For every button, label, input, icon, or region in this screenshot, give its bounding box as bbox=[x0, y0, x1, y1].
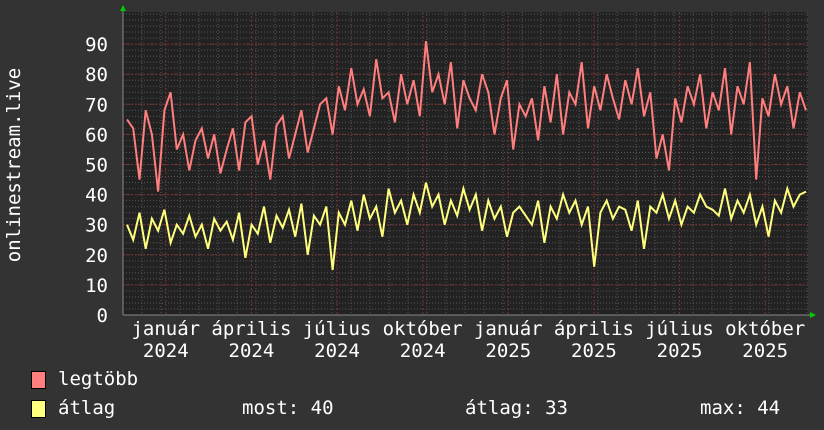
y-tick-label: 20 bbox=[85, 245, 108, 267]
stat-now: most: 40 bbox=[242, 397, 334, 419]
stat-avg: átlag: 33 bbox=[465, 397, 568, 419]
y-tick-label: 0 bbox=[97, 305, 108, 327]
x-tick-year: 2024 bbox=[400, 340, 446, 362]
y-tick-label: 60 bbox=[85, 124, 108, 146]
y-tick-label: 80 bbox=[85, 64, 108, 86]
legend-label-atlag: átlag bbox=[58, 397, 116, 419]
legend-swatch-legtobb bbox=[31, 371, 46, 389]
legend-swatch-atlag bbox=[31, 400, 46, 418]
y-tick-label: 30 bbox=[85, 215, 108, 237]
legend-label-legtobb: legtöbb bbox=[58, 368, 139, 390]
x-tick-year: 2025 bbox=[657, 340, 703, 362]
x-tick-month: január bbox=[474, 318, 543, 340]
y-tick-label: 50 bbox=[85, 155, 108, 177]
y-axis-title: onlinestream.live bbox=[3, 68, 25, 262]
x-axis-arrow-icon bbox=[810, 312, 816, 318]
x-tick-month: július bbox=[303, 318, 372, 340]
x-tick-year: 2025 bbox=[571, 340, 617, 362]
x-tick-month: október bbox=[383, 318, 463, 340]
y-tick-label: 90 bbox=[85, 34, 108, 56]
stat-max: max: 44 bbox=[700, 397, 781, 419]
x-tick-year: 2025 bbox=[485, 340, 531, 362]
x-tick-month: április bbox=[211, 318, 291, 340]
series-line-atlag bbox=[126, 182, 807, 271]
y-axis-arrow-icon bbox=[120, 5, 126, 11]
x-tick-year: 2024 bbox=[229, 340, 275, 362]
x-tick-month: október bbox=[725, 318, 805, 340]
x-tick-year: 2024 bbox=[314, 340, 360, 362]
x-tick-year: 2024 bbox=[143, 340, 189, 362]
x-tick-year: 2025 bbox=[742, 340, 788, 362]
y-tick-label: 40 bbox=[85, 185, 108, 207]
y-tick-label: 10 bbox=[85, 275, 108, 297]
x-tick-month: április bbox=[554, 318, 634, 340]
series-line-legtobb bbox=[126, 40, 807, 192]
x-tick-month: július bbox=[645, 318, 714, 340]
y-tick-label: 70 bbox=[85, 94, 108, 116]
x-tick-month: január bbox=[131, 318, 200, 340]
